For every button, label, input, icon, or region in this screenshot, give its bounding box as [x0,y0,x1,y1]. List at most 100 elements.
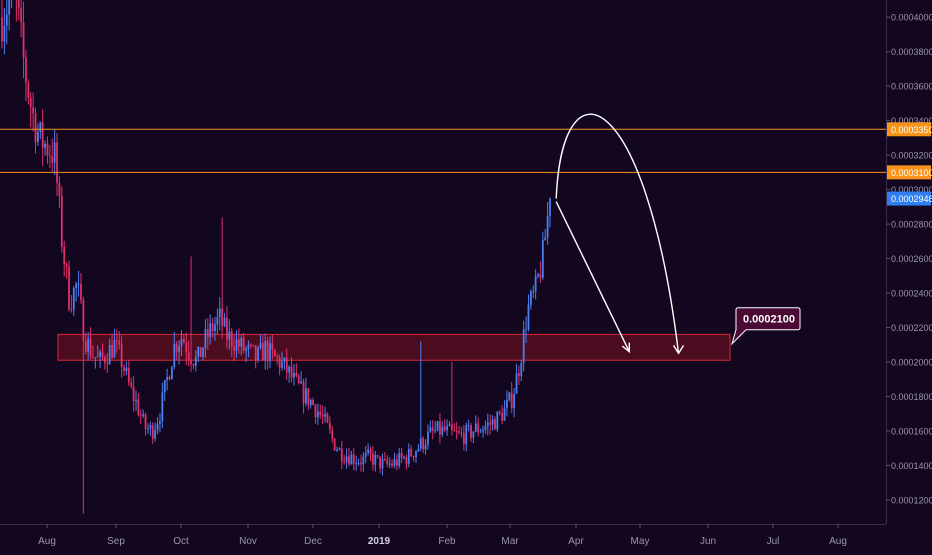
price-axis-label: 0.0002000 [891,357,932,367]
candle-body [297,375,300,384]
price-callout-label: 0.0002100 [743,314,795,326]
candle-body [115,340,118,342]
candle-body [484,426,487,430]
candle-body [235,339,238,352]
candle-body [139,415,142,417]
candle-body [149,425,152,429]
candle-body [300,381,303,384]
candle-body [257,347,259,360]
candle-body [221,308,224,327]
candle-body [273,350,276,357]
candle-body [137,399,140,416]
candle-body [355,463,358,465]
time-axis-area[interactable] [0,524,932,550]
candle-body [56,142,58,184]
candle-body [168,377,171,380]
candle-body [8,0,11,15]
candle-body [80,283,82,300]
candle-body [539,274,542,278]
price-level-badge[interactable] [887,165,931,180]
candle-body [285,357,288,373]
candle-body [178,346,180,352]
price-axis-label: 0.0003600 [891,82,932,92]
candle-body [125,367,128,372]
candle-body [350,454,353,465]
candle-body [446,425,449,431]
candle-body [443,426,446,431]
candle-body [166,377,169,381]
candle-body [228,331,231,340]
candle-body [352,454,355,464]
candle-body [520,363,523,377]
time-axis-label: Nov [239,536,257,547]
candle-body [53,142,56,163]
candle-body [48,155,51,157]
candle-body [462,433,465,445]
price-level-badge[interactable] [887,122,931,137]
candle-body [180,338,183,347]
candle-body [400,452,403,458]
candle-body [259,343,262,348]
candle-body [431,427,434,431]
candle-body [372,453,374,465]
candle-body [522,329,525,364]
candle-body [223,317,226,327]
candle-body [94,357,97,359]
projection-arc[interactable] [555,113,680,354]
candle-body [63,246,66,265]
candle-body [25,57,27,83]
candle-body [360,462,362,465]
candle-body [307,388,310,406]
candle-body [211,323,214,332]
candle-body [266,340,269,361]
candle-body [374,455,377,465]
candle-body [331,429,334,439]
candle-body [541,240,544,278]
candle-body [118,340,121,345]
candle-body [532,291,535,293]
price-axis-area[interactable] [886,0,932,550]
candle-body [448,424,451,426]
candle-body [293,372,295,378]
candle-body [190,359,192,365]
candle-body [506,399,508,409]
candle-body [343,461,346,463]
candle-body [163,380,166,393]
candle-body [453,429,456,432]
candle-body [515,373,518,394]
candle-body [206,329,209,338]
projection-arrow-line[interactable] [555,201,630,352]
price-axis-label: 0.0001800 [891,392,932,402]
candle-body [537,274,539,276]
price-axis-label: 0.0004000 [891,13,932,23]
candle-body [276,356,279,358]
candle-body [508,392,511,400]
candle-body [546,216,549,238]
candle-body [204,329,207,349]
candle-body [245,348,247,351]
candle-body [242,337,245,351]
candle-body [312,399,314,405]
candle-body [386,459,389,464]
candle-body [101,351,104,358]
candle-body [417,448,420,452]
time-axis-label: Feb [438,536,456,547]
support-zone[interactable] [57,333,731,361]
price-axis-label: 0.0001600 [891,426,932,436]
candle-body [123,367,125,372]
candle-body [89,338,92,357]
candle-body [305,388,307,404]
candle-body [254,345,257,360]
candle-body [369,449,372,454]
candle-body [441,426,444,435]
last-price-badge[interactable] [887,191,931,206]
candle-body [362,456,365,465]
candle-body [185,342,188,353]
candle-body [132,386,135,402]
candle-body [214,324,216,332]
candle-body [482,429,484,432]
price-callout-box[interactable] [730,307,801,346]
candle-body [5,14,8,26]
